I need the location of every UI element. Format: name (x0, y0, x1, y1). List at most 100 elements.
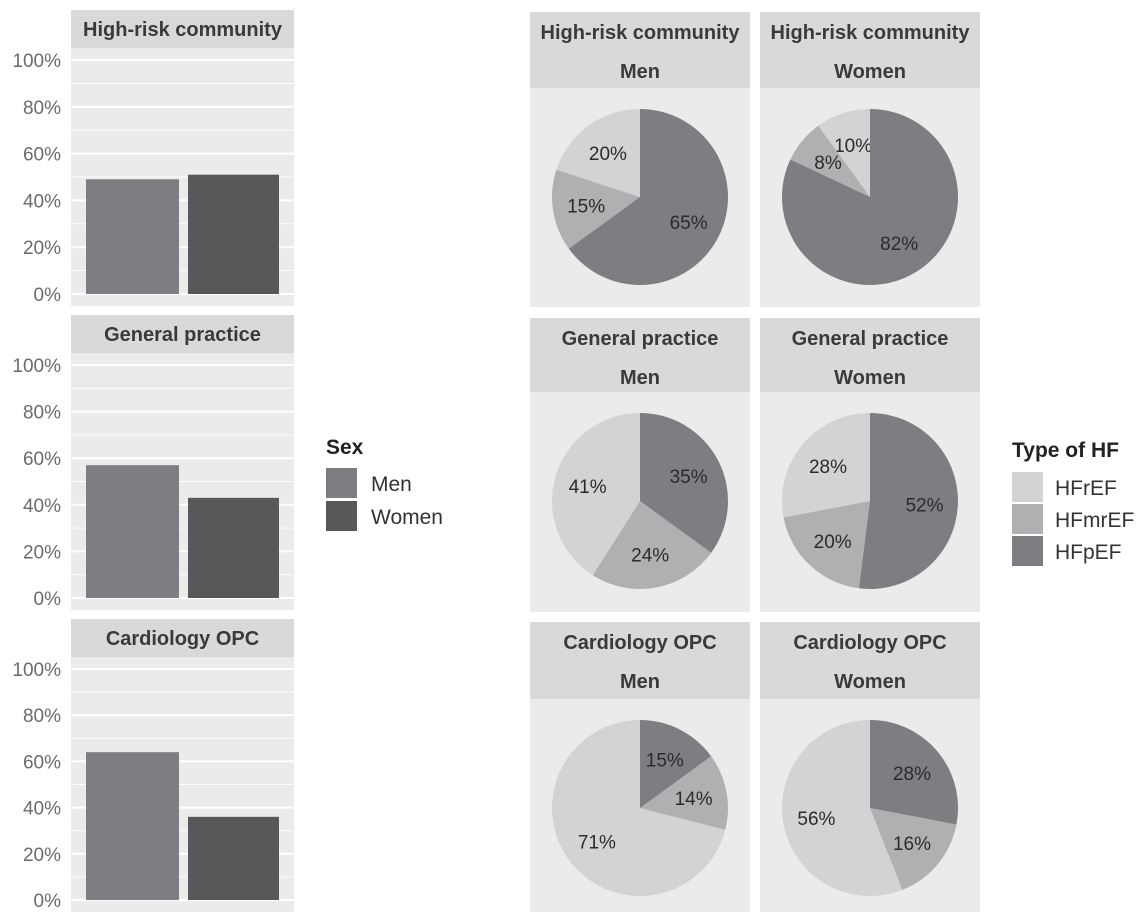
bar-men (86, 752, 179, 900)
legend-key-women (326, 501, 357, 531)
sex-legend-title: Sex (326, 436, 364, 459)
y-tick-label: 80% (23, 98, 61, 119)
pie-facet-high-risk-community-women: High-risk community Women 10%8% 82% (760, 12, 980, 307)
bar-women (188, 816, 279, 900)
pie-slice-hfmref (640, 756, 729, 830)
legend-label-hfref: HFrEF (1055, 477, 1117, 500)
facet-strip-col-label: Women (834, 671, 906, 693)
y-tick-label: 60% (23, 145, 61, 166)
pie-slice-hfmref (783, 501, 870, 589)
pie-slice-hfpef (568, 109, 728, 285)
facet-strip (71, 619, 294, 657)
facet-strip (530, 622, 750, 699)
legend-key-hfref (1012, 472, 1043, 502)
pie-label-hfpef: 28% (893, 764, 931, 785)
facet-strip-col-label: Men (620, 367, 660, 389)
pie-label-hfmref: 8% (814, 153, 842, 174)
pie-slice-hfref (781, 719, 903, 896)
bar-facet-general-practice: General practice 0% 20% 40% 60% 80% 100% (12, 315, 294, 610)
pie-slice-hfpef (858, 413, 958, 589)
pie-facet-high-risk-community-men: High-risk community Men 20% 15% 65% (530, 12, 750, 307)
pie-label-hfref: 20% (589, 144, 627, 165)
pie-label-hfmref: 15% (567, 197, 605, 218)
legend-label-hfmref: HFmrEF (1055, 509, 1134, 532)
bar-women (188, 174, 279, 294)
facet-strip-label: Cardiology OPC (106, 628, 259, 650)
facet-strip (530, 318, 750, 392)
pie-facet-cardiology-opc-men: Cardiology OPC Men 71% 14% 15% (530, 622, 750, 912)
pie-label-hfpef: 65% (670, 213, 708, 234)
facet-strip-row-label: Cardiology OPC (793, 632, 946, 654)
facet-strip-col-label: Women (834, 61, 906, 83)
pie-slice-hfref (552, 413, 640, 576)
pie-label-hfref: 28% (809, 457, 847, 478)
pie-label-hfref: 56% (797, 809, 835, 830)
pie-label-hfref: 41% (569, 477, 607, 498)
facet-strip-row-label: High-risk community (771, 22, 971, 44)
pie-slice-hfref (556, 109, 640, 197)
facet-strip-row-label: High-risk community (541, 22, 741, 44)
facet-strip (71, 315, 294, 353)
facet-strip (530, 12, 750, 88)
y-tick-label: 0% (34, 589, 62, 610)
pie-slice-hfpef (870, 719, 958, 825)
pie-facet-general-practice-women: General practice Women 28% 20% 52% (760, 318, 980, 612)
pie-label-hfpef: 52% (905, 495, 943, 516)
y-tick-label: 40% (23, 496, 61, 517)
facet-strip-label: High-risk community (83, 19, 283, 41)
pie-slice-hfmref (870, 808, 957, 890)
y-tick-label: 100% (12, 660, 61, 681)
legend-label-hfpef: HFpEF (1055, 541, 1122, 564)
facet-strip-row-label: Cardiology OPC (563, 632, 716, 654)
pie-label-hfpef: 82% (880, 234, 918, 255)
facet-strip-col-label: Women (834, 367, 906, 389)
y-tick-label: 60% (23, 752, 61, 773)
pie-label-hfmref: 16% (893, 834, 931, 855)
legend-key-hfpef (1012, 536, 1043, 566)
pie-label-hfmref: 14% (675, 789, 713, 810)
y-tick-label: 60% (23, 449, 61, 470)
facet-strip (760, 622, 980, 699)
y-tick-label: 40% (23, 799, 61, 820)
pie-slice-hfpef (640, 413, 729, 553)
legend-label-men: Men (371, 473, 412, 496)
y-tick-label: 100% (12, 51, 61, 72)
y-tick-label: 20% (23, 238, 61, 259)
pie-facet-cardiology-opc-women: Cardiology OPC Women 56% 16% 28% (760, 622, 980, 912)
pie-slice-hfpef (782, 109, 959, 286)
facet-strip (71, 10, 294, 48)
y-tick-label: 20% (23, 542, 61, 563)
y-tick-label: 20% (23, 845, 61, 866)
pie-label-hfref: 71% (578, 832, 616, 853)
pie-label-hfpef: 15% (646, 750, 684, 771)
pie-label-hfmref: 20% (814, 532, 852, 553)
bar-men (86, 465, 179, 598)
y-tick-label: 0% (34, 285, 62, 306)
bar-men (86, 179, 179, 294)
pie-slice-hfmref (790, 125, 870, 197)
facet-strip-row-label: General practice (792, 328, 949, 350)
y-tick-label: 80% (23, 706, 61, 727)
bar-facet-cardiology-opc: Cardiology OPC 0% 20% 40% 60% 80% 100% (12, 619, 294, 912)
facet-strip-col-label: Men (620, 61, 660, 83)
pie-facet-general-practice-men: General practice Men 41% 24% 35% (530, 318, 750, 612)
legend-key-hfmref (1012, 504, 1043, 534)
pie-slice-hfref (552, 720, 726, 896)
facet-strip-col-label: Men (620, 671, 660, 693)
y-tick-label: 100% (12, 356, 61, 377)
hf-type-legend: Type of HF HFrEF HFmrEF HFpEF (1012, 439, 1134, 566)
pie-slice-hfref (818, 109, 870, 197)
hf-legend-title: Type of HF (1012, 439, 1119, 462)
facet-strip-label: General practice (104, 324, 261, 346)
pie-slice-hfmref (552, 169, 640, 249)
y-tick-label: 0% (34, 891, 62, 912)
facet-strip (760, 318, 980, 392)
legend-label-women: Women (371, 506, 443, 529)
pie-label-hfref: 10% (834, 136, 872, 157)
pie-label-hfmref: 24% (631, 546, 669, 567)
sex-legend: Sex Men Women (326, 436, 443, 531)
pie-label-hfpef: 35% (670, 467, 708, 488)
legend-key-men (326, 468, 357, 498)
facet-strip (760, 12, 980, 88)
